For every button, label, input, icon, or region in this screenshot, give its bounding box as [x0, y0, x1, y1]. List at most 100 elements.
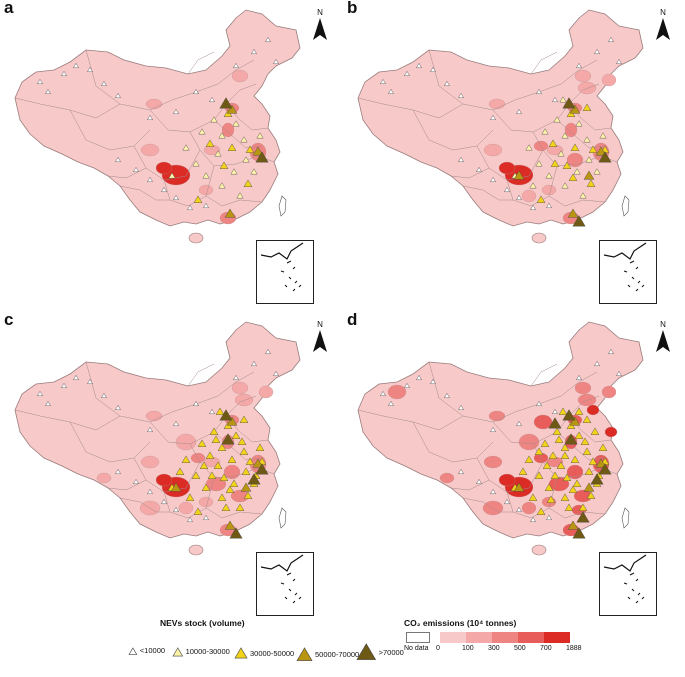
nev-marker — [574, 431, 584, 439]
nev-marker — [250, 168, 258, 175]
emission-region — [541, 184, 557, 196]
emission-region — [577, 393, 597, 407]
emission-region — [574, 69, 592, 83]
emission-region — [258, 385, 274, 399]
province-border — [163, 165, 215, 207]
emission-region — [601, 385, 617, 399]
nev-marker — [224, 520, 236, 530]
nev-marker — [567, 520, 579, 530]
emission-region — [488, 98, 506, 110]
nev-marker — [203, 514, 209, 520]
nev-marker — [513, 482, 525, 492]
emission-region — [96, 472, 112, 484]
emission-region — [518, 433, 540, 451]
nev-marker — [173, 506, 179, 512]
nev-marker — [101, 392, 107, 398]
nev-marker — [147, 114, 153, 120]
nev-marker — [201, 483, 211, 491]
province-border — [548, 195, 606, 207]
nev-marker — [542, 461, 552, 469]
nev-marker — [185, 493, 195, 501]
emission-region — [145, 410, 163, 422]
inset-map — [260, 242, 304, 292]
emission-region — [521, 189, 537, 203]
co2-scale-swatch — [544, 632, 570, 643]
nev-marker — [218, 182, 226, 189]
co2-scale-tick: 300 — [488, 645, 500, 652]
nev-marker — [562, 97, 576, 109]
nev-marker — [595, 146, 607, 156]
nev-marker — [525, 144, 533, 151]
emission-region — [533, 414, 553, 430]
nev-marker — [245, 457, 255, 465]
nev-marker — [388, 88, 394, 94]
nev-marker — [255, 151, 269, 163]
nev-marker — [562, 409, 576, 421]
emission-region — [223, 464, 241, 480]
nev-legend-item: >70000 — [356, 642, 404, 663]
nev-marker — [210, 116, 218, 123]
emission-region — [175, 433, 197, 451]
nev-marker — [590, 473, 604, 485]
emission-region — [564, 122, 578, 138]
emission-region — [483, 143, 503, 157]
nev-marker — [569, 416, 581, 426]
province-border — [69, 421, 151, 463]
nev-marker — [516, 194, 522, 200]
emission-region — [140, 143, 160, 157]
nev-marker — [560, 443, 570, 451]
nev-marker — [558, 407, 568, 415]
province-border — [506, 165, 558, 207]
nev-marker — [444, 392, 450, 398]
nev-marker — [37, 390, 43, 396]
nev-marker — [193, 88, 199, 94]
nev-marker — [211, 435, 221, 443]
panel-label: d — [347, 310, 358, 329]
south-china-sea-inset — [256, 552, 314, 616]
nev-marker — [251, 360, 257, 366]
nev-marker — [608, 36, 614, 42]
nev-marker — [490, 176, 496, 182]
nev-marker — [265, 348, 271, 354]
nev-marker — [224, 208, 236, 218]
nev-marker — [576, 374, 582, 380]
nev-marker — [595, 458, 607, 468]
nev-marker — [203, 202, 209, 208]
nev-marker — [582, 447, 592, 455]
nev-marker — [147, 426, 153, 432]
province-border — [548, 507, 606, 519]
nev-marker — [380, 390, 386, 396]
nev-marker — [570, 455, 580, 463]
nev-marker — [568, 173, 578, 181]
emission-region — [155, 473, 173, 487]
nev-marker — [233, 374, 239, 380]
nev-marker — [583, 136, 591, 143]
nev-marker — [243, 179, 253, 187]
nev-marker — [572, 527, 586, 539]
nev-marker — [168, 172, 176, 179]
nev-legend-label: 30000-50000 — [250, 648, 295, 658]
nev-marker — [598, 443, 608, 451]
nev-marker — [568, 485, 578, 493]
province-border — [462, 497, 513, 513]
nev-marker — [564, 503, 574, 511]
nev-marker — [536, 88, 542, 94]
nev-marker — [534, 447, 544, 455]
nev-marker — [546, 202, 552, 208]
nev-marker — [553, 116, 561, 123]
nev-marker — [560, 451, 570, 459]
nev-marker — [404, 70, 410, 76]
south-china-sea-inset — [599, 552, 657, 616]
nev-marker — [236, 192, 244, 199]
emission-region — [566, 464, 584, 480]
nev-marker — [207, 471, 217, 479]
taiwan-island — [278, 195, 287, 217]
nev-marker — [247, 473, 261, 485]
province-border — [514, 371, 598, 413]
emission-region — [387, 384, 407, 400]
north-label: N — [317, 320, 323, 329]
emission-region — [601, 73, 617, 87]
hainan-island — [188, 232, 204, 244]
nev-marker — [197, 439, 207, 447]
